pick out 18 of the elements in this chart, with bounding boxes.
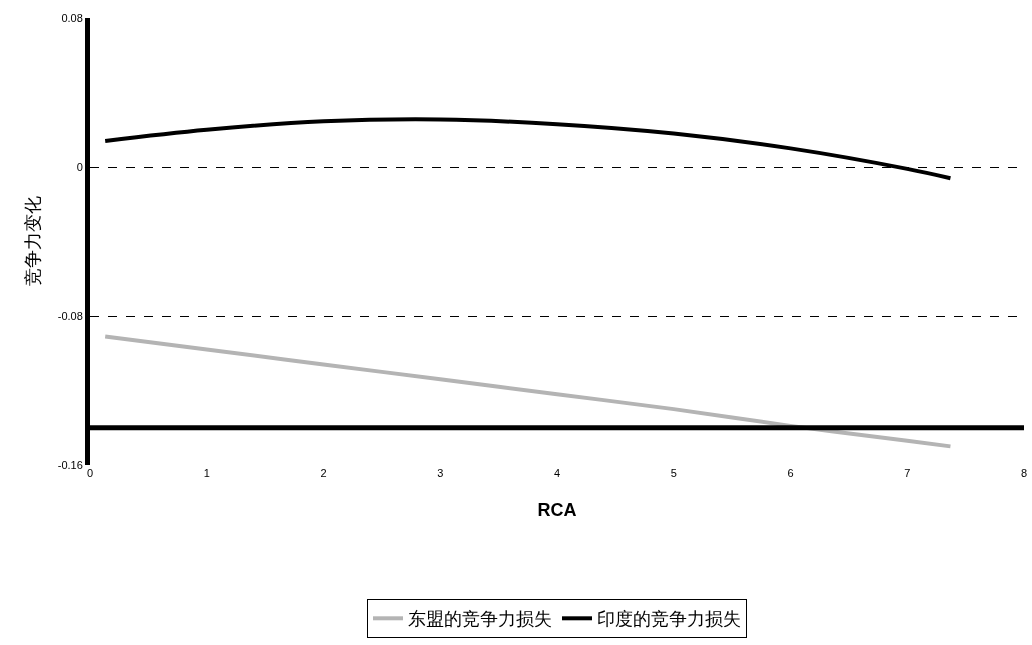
x-tick-label: 1 <box>203 467 210 479</box>
y-tick-label: 0 <box>76 160 83 173</box>
x-axis-title: RCA <box>537 500 577 521</box>
legend-label: 印度的竞争力损失 <box>597 609 741 630</box>
x-tick-label: 7 <box>904 467 911 479</box>
legend-label: 东盟的竞争力损失 <box>408 609 552 630</box>
x-tick-label: 4 <box>553 467 561 479</box>
x-tick-label: 6 <box>787 467 794 479</box>
x-tick-label: 0 <box>86 467 94 479</box>
line-series <box>103 334 953 449</box>
y-tick-label: 0.08 <box>61 11 83 24</box>
x-tick-label: 2 <box>320 467 327 479</box>
x-tick-label: 8 <box>1020 467 1028 479</box>
x-tick-label: 3 <box>437 467 444 479</box>
y-tick-label: -0.08 <box>57 309 83 322</box>
x-tick-label: 5 <box>670 467 677 479</box>
y-axis-title: 竞争力变化 <box>22 196 43 287</box>
y-tick-label: -0.16 <box>57 458 83 471</box>
